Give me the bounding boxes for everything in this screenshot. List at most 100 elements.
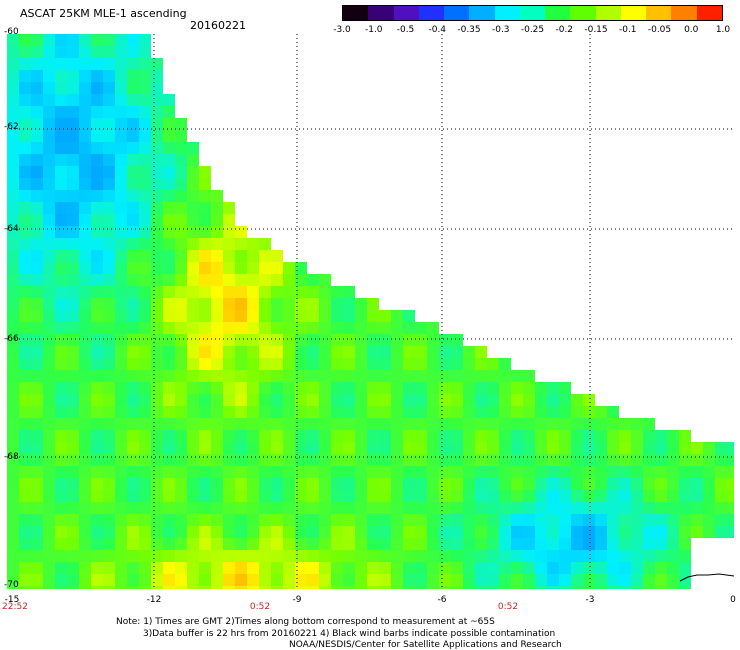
swath-cell: [295, 370, 307, 382]
swath-cell: [103, 574, 115, 586]
swath-cell: [19, 514, 31, 526]
swath-cell: [211, 190, 223, 202]
swath-cell: [439, 538, 451, 550]
swath-cell: [199, 286, 211, 298]
swath-cell: [319, 310, 331, 322]
swath-cell: [295, 466, 307, 478]
swath-cell: [91, 130, 103, 142]
swath-cell: [511, 502, 523, 514]
swath-cell: [235, 238, 247, 250]
swath-cell: [343, 430, 355, 442]
time-label-2: 0:52: [249, 602, 271, 612]
swath-cell: [139, 586, 151, 589]
swath-cell: [547, 538, 559, 550]
swath-cell: [211, 382, 223, 394]
swath-cell: [367, 406, 379, 418]
swath-cell: [7, 346, 19, 358]
swath-cell: [355, 538, 367, 550]
swath-cell: [463, 538, 475, 550]
swath-cell: [187, 238, 199, 250]
swath-cell: [475, 394, 487, 406]
swath-cell: [235, 454, 247, 466]
swath-cell: [7, 466, 19, 478]
swath-cell: [487, 382, 499, 394]
swath-cell: [127, 154, 139, 166]
swath-cell: [535, 502, 547, 514]
swath-cell: [103, 286, 115, 298]
swath-cell: [391, 334, 403, 346]
swath-cell: [151, 394, 163, 406]
swath-cell: [415, 430, 427, 442]
swath-cell: [103, 322, 115, 334]
swath-cell: [175, 478, 187, 490]
swath-cell: [31, 286, 43, 298]
swath-cell: [379, 442, 391, 454]
swath-cell: [487, 358, 499, 370]
swath-cell: [559, 430, 571, 442]
swath-cell: [679, 478, 691, 490]
swath-cell: [139, 166, 151, 178]
swath-cell: [271, 550, 283, 562]
swath-cell: [7, 274, 19, 286]
swath-cell: [595, 586, 607, 589]
swath-cell: [475, 550, 487, 562]
swath-cell: [199, 202, 211, 214]
swath-cell: [163, 154, 175, 166]
swath-cell: [271, 478, 283, 490]
swath-cell: [19, 538, 31, 550]
swath-cell: [187, 142, 199, 154]
swath-cell: [619, 490, 631, 502]
swath-cell: [31, 430, 43, 442]
swath-cell: [559, 454, 571, 466]
swath-cell: [79, 442, 91, 454]
swath-cell: [259, 526, 271, 538]
swath-cell: [247, 274, 259, 286]
swath-cell: [127, 370, 139, 382]
swath-cell: [67, 214, 79, 226]
swath-cell: [19, 154, 31, 166]
swath-cell: [499, 526, 511, 538]
note-line-1: Note: 1) Times are GMT 2)Times along bot…: [116, 617, 495, 627]
swath-cell: [355, 418, 367, 430]
swath-cell: [163, 586, 175, 589]
swath-cell: [223, 214, 235, 226]
swath-cell: [403, 394, 415, 406]
swath-cell: [127, 310, 139, 322]
swath-cell: [55, 406, 67, 418]
swath-cell: [391, 382, 403, 394]
swath-cell: [103, 358, 115, 370]
swath-cell: [55, 490, 67, 502]
swath-cell: [67, 202, 79, 214]
swath-cell: [355, 466, 367, 478]
swath-cell: [103, 502, 115, 514]
swath-cell: [415, 586, 427, 589]
swath-cell: [127, 502, 139, 514]
swath-cell: [151, 550, 163, 562]
swath-cell: [139, 142, 151, 154]
swath-cell: [547, 478, 559, 490]
swath-cell: [259, 514, 271, 526]
swath-cell: [55, 262, 67, 274]
swath-cell: [79, 262, 91, 274]
swath-cell: [259, 466, 271, 478]
swath-cell: [127, 346, 139, 358]
swath-cell: [259, 394, 271, 406]
swath-cell: [499, 406, 511, 418]
swath-cell: [151, 346, 163, 358]
swath-cell: [451, 406, 463, 418]
swath-cell: [559, 514, 571, 526]
swath-cell: [235, 370, 247, 382]
swath-cell: [703, 466, 715, 478]
swath-cell: [547, 442, 559, 454]
swath-cell: [139, 58, 151, 70]
swath-cell: [367, 382, 379, 394]
swath-cell: [655, 538, 667, 550]
swath-cell: [667, 586, 679, 589]
swath-cell: [379, 430, 391, 442]
swath-cell: [391, 538, 403, 550]
swath-cell: [307, 574, 319, 586]
swath-cell: [67, 478, 79, 490]
swath-cell: [259, 442, 271, 454]
swath-cell: [271, 454, 283, 466]
swath-cell: [331, 322, 343, 334]
